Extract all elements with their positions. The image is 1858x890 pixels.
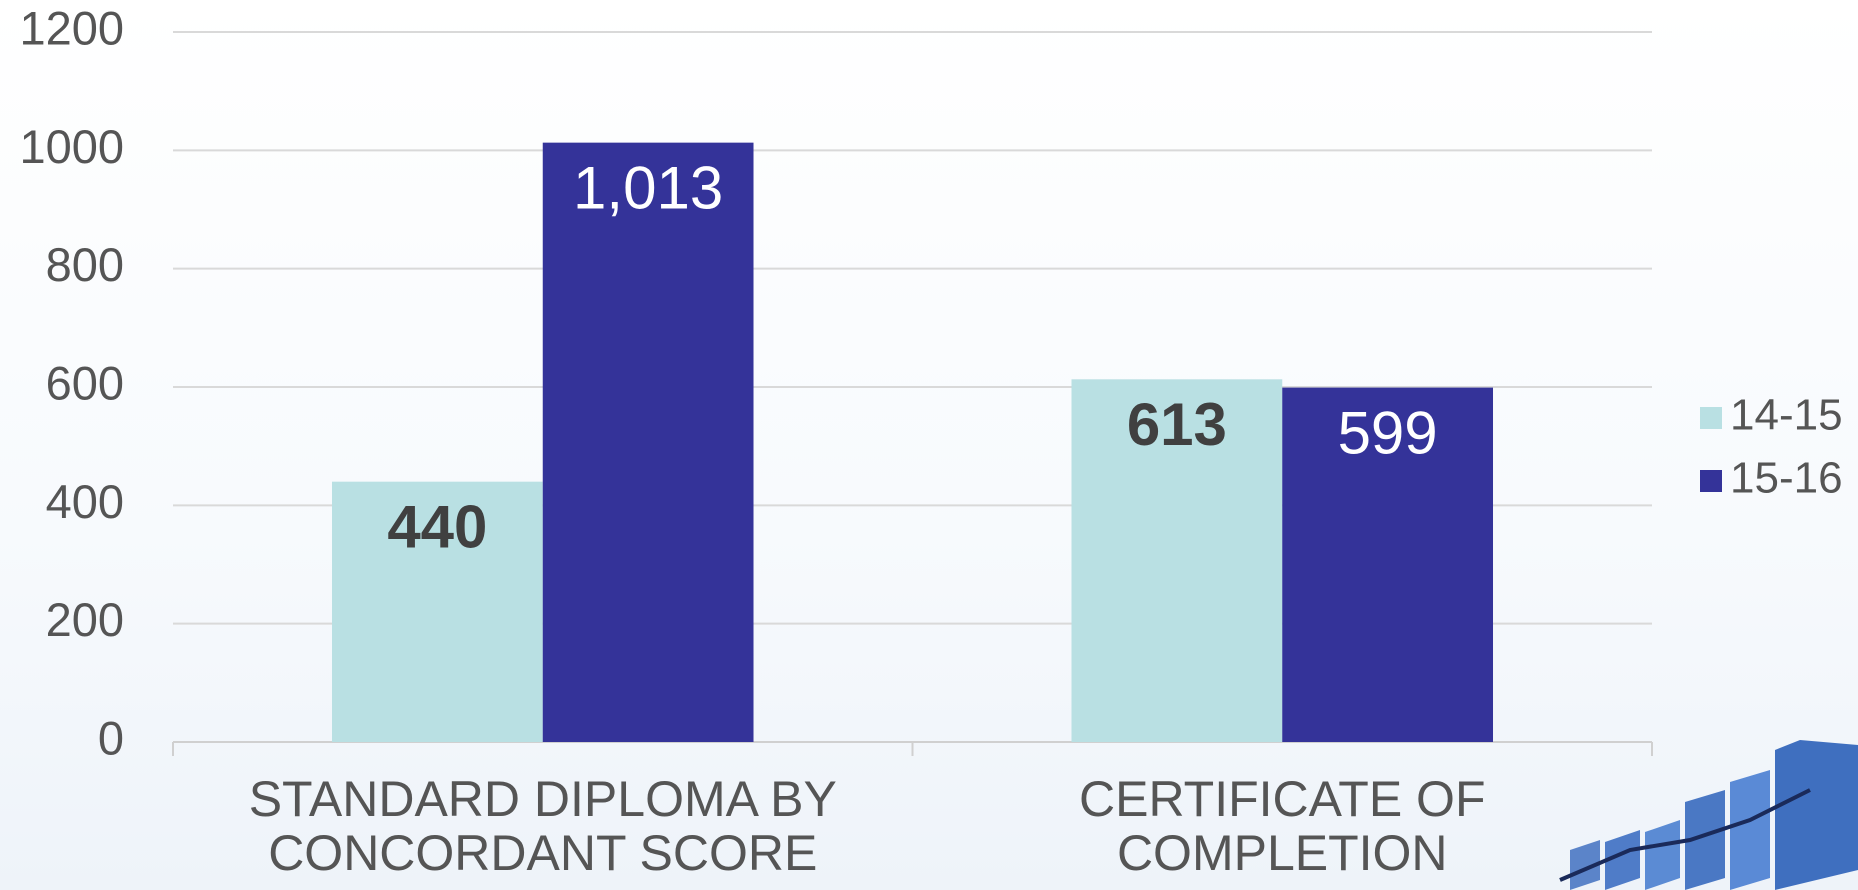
icon-bar xyxy=(1685,790,1725,890)
data-label: 1,013 xyxy=(573,154,723,221)
y-tick-label: 0 xyxy=(98,711,124,764)
legend-label: 15-16 xyxy=(1730,454,1843,503)
icon-bar xyxy=(1605,830,1640,890)
legend-label: 14-15 xyxy=(1730,391,1843,440)
x-tick-label: CERTIFICATE OF COMPLETION xyxy=(1079,771,1486,881)
data-label: 440 xyxy=(387,494,487,561)
y-tick-label: 1200 xyxy=(19,1,124,54)
legend-swatch xyxy=(1700,407,1722,429)
bar xyxy=(1282,387,1494,742)
y-tick-label: 600 xyxy=(46,356,124,409)
bar xyxy=(1071,379,1283,742)
icon-bar xyxy=(1730,770,1770,890)
icon-bar xyxy=(1570,840,1600,890)
icon-bar xyxy=(1775,740,1858,890)
y-tick-label: 1000 xyxy=(19,120,124,173)
data-label: 613 xyxy=(1127,391,1227,458)
legend-swatch xyxy=(1700,470,1722,492)
data-label: 599 xyxy=(1338,399,1438,466)
y-tick-label: 800 xyxy=(46,238,124,291)
y-tick-label: 400 xyxy=(46,475,124,528)
bar xyxy=(331,481,543,742)
decorative-icon xyxy=(1559,740,1858,890)
y-tick-label: 200 xyxy=(46,593,124,646)
icon-bar xyxy=(1645,820,1680,890)
x-tick-label: STANDARD DIPLOMA BY CONCORDANT SCORE xyxy=(248,771,837,881)
bar xyxy=(542,142,754,742)
icon-arrow xyxy=(1559,788,1811,882)
